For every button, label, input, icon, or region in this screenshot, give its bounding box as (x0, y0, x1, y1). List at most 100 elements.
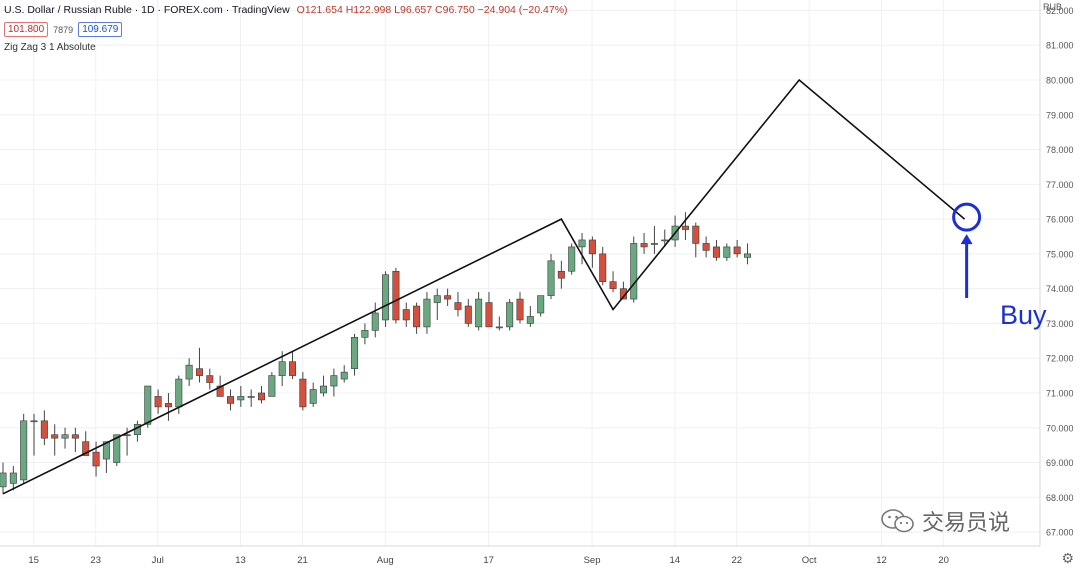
price-tick-label: 75.000 (1046, 249, 1074, 259)
candle-up (237, 386, 245, 407)
candle-up (330, 368, 338, 397)
candle-up (382, 271, 390, 327)
price-tick-label: 81.000 (1046, 41, 1074, 51)
candle-down (206, 368, 214, 390)
price-tick-label: 72.000 (1046, 354, 1074, 364)
candle-down (216, 375, 224, 397)
price-axis[interactable]: 67.000 68.000 69.000 70.000 71.000 72.000 73.0… (1039, 0, 1074, 546)
symbol-title[interactable]: U.S. Dollar / Russian Ruble · 1D · FOREX… (4, 4, 290, 16)
candle-down (289, 351, 297, 380)
time-tick-label: Oct (802, 555, 817, 566)
candle-body (123, 434, 131, 437)
candle-body (568, 246, 576, 272)
candle-body (257, 392, 265, 401)
candle-body (9, 472, 17, 484)
currency-label[interactable]: RUB (1042, 2, 1062, 12)
candle-body (681, 225, 689, 230)
candle-down (454, 292, 462, 317)
candle-up (133, 420, 141, 442)
candle-body (102, 441, 110, 460)
candle-body (506, 302, 514, 328)
candle-up (475, 292, 483, 331)
candle-up (268, 372, 276, 397)
candle-up (423, 292, 431, 334)
candle-up (0, 462, 7, 494)
candle-body (371, 312, 379, 331)
candle-body (20, 420, 28, 481)
buy-marker-circle (952, 202, 982, 232)
candle-down (599, 246, 607, 286)
time-tick-label: 21 (297, 555, 308, 566)
candle-down (226, 389, 234, 411)
candle-body (185, 364, 193, 380)
candle-up (526, 306, 534, 327)
candle-body (351, 337, 359, 369)
candle-body (40, 420, 48, 439)
candle-body (382, 274, 390, 321)
price-tick-label: 68.000 (1046, 493, 1074, 503)
candle-body (320, 385, 328, 394)
zigzag-indicator (2, 78, 966, 495)
candle-body (144, 385, 152, 425)
candle-body (299, 378, 307, 408)
candle-body (650, 243, 658, 245)
time-tick-label: 22 (732, 555, 743, 566)
candle-up (340, 365, 348, 383)
zigzag-line (2, 78, 966, 495)
candle-body (444, 295, 452, 300)
time-tick-label: 23 (90, 555, 101, 566)
chart-header: U.S. Dollar / Russian Ruble · 1D · FOREX… (4, 4, 568, 16)
candle-body (330, 375, 338, 387)
candle-body (92, 451, 100, 467)
trade-badges: 101.800 7879 109.679 (4, 22, 123, 37)
candle-body (82, 441, 90, 456)
candle-down (413, 302, 421, 334)
candle-up (650, 226, 658, 254)
candle-body (702, 243, 710, 251)
candle-body (289, 361, 297, 376)
candle-down (40, 410, 48, 446)
candle-up (433, 288, 441, 320)
candle-up (309, 382, 317, 407)
candle-body (226, 396, 234, 404)
candle-up (61, 427, 69, 449)
candle-down (609, 271, 617, 293)
buy-price-button[interactable]: 109.679 (78, 22, 123, 37)
candle-body (51, 434, 59, 439)
candlestick-series (0, 212, 751, 494)
candle-up (30, 413, 38, 456)
candle-up (578, 233, 586, 265)
candle-body (537, 295, 545, 314)
candle-down (733, 239, 741, 258)
candle-down (82, 431, 90, 456)
candle-body (516, 298, 524, 321)
candle-body (237, 396, 245, 401)
candle-body (733, 246, 741, 255)
time-tick-label: Aug (377, 555, 394, 566)
candle-down (692, 222, 700, 258)
candle-body (547, 260, 555, 296)
candle-up (185, 358, 193, 387)
wechat-icon (881, 509, 914, 533)
candle-body (423, 298, 431, 328)
candle-up (351, 333, 359, 376)
candle-up (20, 413, 28, 484)
candle-up (743, 243, 751, 265)
candle-up (9, 466, 17, 491)
time-tick-label: Jul (152, 555, 164, 566)
indicator-legend[interactable]: Zig Zag 3 1 Absolute (4, 42, 96, 53)
gear-icon[interactable]: ⚙ (1061, 550, 1074, 566)
candle-body (61, 434, 69, 439)
time-tick-label: 17 (483, 555, 494, 566)
price-tick-label: 73.000 (1046, 319, 1074, 329)
time-axis[interactable]: 15 23 Jul 13 21 Aug 17 Sep 14 22 Oct 12 20 (0, 545, 1040, 566)
candle-down (392, 267, 400, 324)
chart-grid (0, 0, 1040, 546)
candle-body (640, 243, 648, 248)
time-tick-label: 20 (938, 555, 949, 566)
sell-price-button[interactable]: 101.800 (4, 22, 49, 37)
candle-up (537, 295, 545, 317)
time-tick-label: 12 (876, 555, 887, 566)
time-tick-label: 13 (235, 555, 246, 566)
